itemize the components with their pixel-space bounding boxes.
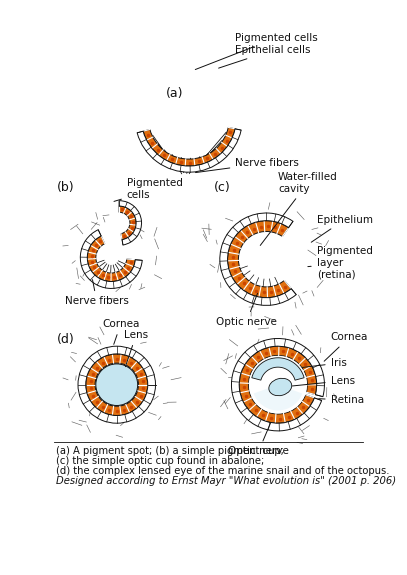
Wedge shape (137, 129, 241, 172)
Text: (c) the simple optic cup found in abalone;: (c) the simple optic cup found in abalon… (55, 455, 264, 466)
Wedge shape (86, 354, 148, 416)
Text: Cornea: Cornea (324, 332, 368, 361)
Text: Iris: Iris (302, 358, 346, 368)
Text: Nerve fibers: Nerve fibers (195, 158, 299, 172)
Text: (b): (b) (57, 181, 75, 194)
Wedge shape (80, 230, 142, 289)
Text: Lens: Lens (292, 376, 355, 386)
Wedge shape (87, 236, 135, 282)
Wedge shape (78, 346, 155, 423)
Wedge shape (228, 221, 291, 298)
Text: Nerve fibers: Nerve fibers (65, 279, 129, 306)
Wedge shape (220, 213, 296, 305)
Text: (d) the complex lensed eye of the marine snail and of the octopus.: (d) the complex lensed eye of the marine… (55, 466, 389, 476)
Text: Lens: Lens (124, 330, 148, 367)
Polygon shape (252, 358, 304, 380)
Text: Pigmented
cells: Pigmented cells (114, 178, 183, 201)
Text: Cornea: Cornea (102, 319, 139, 344)
Text: Pigmented
layer
(retina): Pigmented layer (retina) (308, 247, 372, 279)
Wedge shape (232, 339, 324, 431)
Wedge shape (119, 201, 142, 245)
Circle shape (96, 364, 138, 405)
Text: Retina: Retina (319, 395, 364, 405)
Wedge shape (239, 232, 284, 287)
Text: Optic nerve: Optic nerve (216, 293, 277, 327)
Ellipse shape (269, 378, 292, 396)
Wedge shape (143, 128, 235, 166)
Polygon shape (254, 385, 302, 411)
Circle shape (249, 356, 307, 413)
Text: Epithelium: Epithelium (311, 214, 373, 242)
Text: Optic nerve: Optic nerve (228, 423, 289, 457)
Text: Epithelial cells: Epithelial cells (219, 45, 311, 68)
Text: (a): (a) (166, 87, 183, 99)
Text: Designed according to Ernst Mayr "What evolution is" (2001 p. 206): Designed according to Ernst Mayr "What e… (55, 476, 396, 485)
Text: (c): (c) (214, 181, 230, 194)
Text: (d): (d) (57, 333, 75, 346)
Wedge shape (239, 346, 317, 423)
Wedge shape (119, 206, 136, 240)
Text: Water-filled
cavity: Water-filled cavity (260, 172, 338, 246)
Text: (a) A pigment spot; (b) a simple pigment cup;: (a) A pigment spot; (b) a simple pigment… (55, 446, 283, 455)
Text: Pigmented cells: Pigmented cells (195, 33, 318, 70)
